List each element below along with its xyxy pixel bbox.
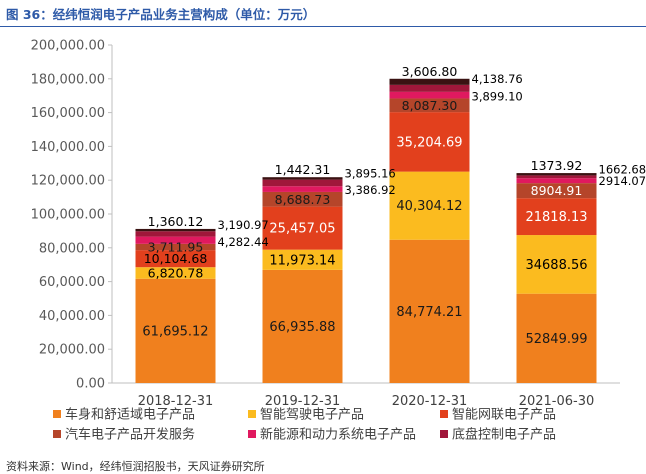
- bar-segment: [263, 180, 343, 187]
- y-tick-label: 20,000.00: [39, 343, 105, 358]
- y-tick-label: 180,000.00: [31, 72, 105, 87]
- data-label: 66,935.88: [269, 320, 335, 335]
- data-label: 3,711.95: [148, 239, 204, 254]
- source-note: 资料来源：Wind，经纬恒润招股书，天风证券研究所: [6, 458, 265, 474]
- y-tick-label: 80,000.00: [39, 241, 105, 256]
- data-label: 52849.99: [525, 332, 587, 347]
- legend-label: 车身和舒适域电子产品: [65, 407, 195, 423]
- y-tick-label: 160,000.00: [31, 106, 105, 121]
- data-label: 11,973.14: [269, 253, 335, 268]
- data-label: 3,606.80: [402, 64, 458, 79]
- data-label: 3,190.97: [218, 218, 269, 232]
- legend-swatch: [248, 430, 256, 438]
- legend-label: 智能驾驶电子产品: [260, 408, 364, 423]
- data-label: 6,820.78: [148, 265, 204, 280]
- bar-segment: [517, 173, 597, 175]
- y-tick-label: 60,000.00: [39, 275, 105, 290]
- data-label: 1,442.31: [275, 162, 331, 177]
- y-tick-label: 0.00: [76, 377, 105, 392]
- y-tick-label: 40,000.00: [39, 309, 105, 324]
- data-label: 3,895.16: [345, 167, 396, 181]
- data-label: 4,282.44: [218, 235, 269, 249]
- data-label: 3,899.10: [472, 89, 523, 103]
- bar-segment: [263, 177, 343, 179]
- data-label: 21818.13: [525, 210, 587, 225]
- legend-swatch: [53, 410, 61, 418]
- legend-label: 新能源和动力系统电子产品: [260, 427, 416, 443]
- legend-swatch: [440, 430, 448, 438]
- data-label: 8904.91: [531, 183, 583, 198]
- y-tick-label: 100,000.00: [31, 208, 105, 223]
- legend-label: 底盘控制电子产品: [452, 427, 556, 443]
- bar-segment: [517, 175, 597, 178]
- bar-segment: [390, 79, 470, 85]
- data-label: 1,360.12: [148, 214, 204, 229]
- legend-label: 汽车电子产品开发服务: [65, 427, 195, 443]
- legend-swatch: [248, 410, 256, 418]
- y-tick-label: 140,000.00: [31, 140, 105, 155]
- data-label: 40,304.12: [396, 199, 462, 214]
- data-label: 3,386.92: [345, 183, 396, 197]
- data-label: 25,457.05: [269, 222, 335, 237]
- data-label: 8,688.73: [275, 192, 331, 207]
- data-label: 1373.92: [531, 158, 583, 173]
- data-label: 1662.68: [599, 162, 646, 176]
- y-tick-label: 200,000.00: [31, 39, 105, 54]
- bar-segment: [390, 85, 470, 92]
- data-label: 8,087.30: [402, 98, 458, 113]
- data-label: 34688.56: [525, 258, 587, 273]
- bar-segment: [136, 229, 216, 231]
- legend-label: 智能网联电子产品: [452, 408, 556, 423]
- legend-swatch: [53, 430, 61, 438]
- y-tick-label: 120,000.00: [31, 174, 105, 189]
- data-label: 4,138.76: [472, 72, 523, 86]
- data-label: 61,695.12: [142, 324, 208, 339]
- legend-swatch: [440, 410, 448, 418]
- data-label: 35,204.69: [396, 135, 462, 150]
- bar-segment: [136, 231, 216, 236]
- data-label: 84,774.21: [396, 305, 462, 320]
